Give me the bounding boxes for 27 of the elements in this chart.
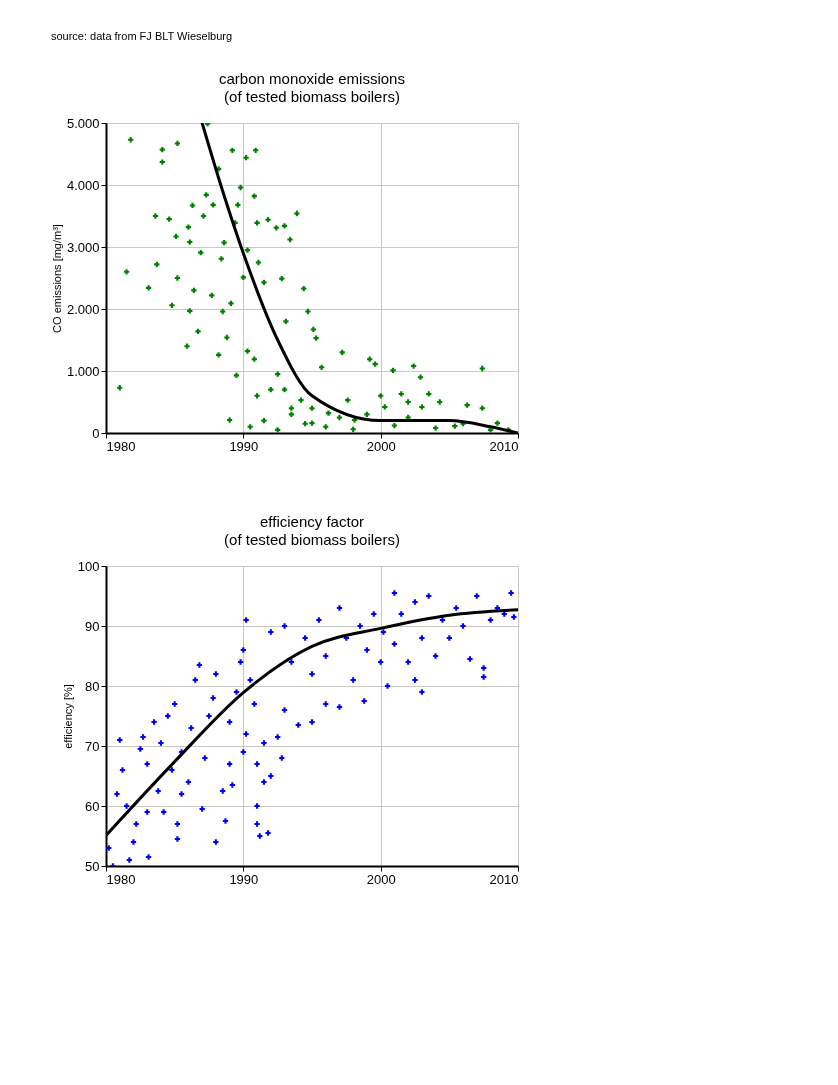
x-tick-label: 2000 — [366, 871, 396, 887]
chart-subtitle: (of tested biomass boilers) — [224, 88, 400, 105]
y-tick-label: 1.000 — [66, 363, 100, 379]
x-tick-label: 1980 — [106, 871, 136, 887]
x-tick-label: 1990 — [229, 438, 259, 454]
x-tick-label: 2010 — [489, 438, 519, 454]
y-tick-label: 90 — [85, 618, 100, 634]
y-tick-label: 100 — [77, 558, 100, 574]
chart-title: efficiency factor — [260, 513, 364, 530]
y-tick-label: 50 — [85, 858, 100, 874]
source-note: source: data from FJ BLT Wieselburg — [50, 29, 233, 42]
y-tick-label: 70 — [85, 738, 100, 754]
y-axis-title: CO emissions [mg/m³] — [50, 224, 63, 333]
y-tick-label: 2.000 — [66, 301, 100, 317]
y-tick-label: 60 — [85, 798, 100, 814]
y-tick-label: 5.000 — [66, 115, 100, 131]
y-tick-label: 4.000 — [66, 177, 100, 193]
y-tick-label: 80 — [85, 678, 100, 694]
x-tick-label: 1990 — [229, 871, 259, 887]
y-tick-label: 0 — [92, 425, 100, 441]
x-tick-label: 1980 — [106, 438, 136, 454]
x-tick-label: 2000 — [366, 438, 396, 454]
y-axis-title: efficiency [%] — [61, 684, 74, 749]
x-tick-label: 2010 — [489, 871, 519, 887]
chart-subtitle: (of tested biomass boilers) — [224, 531, 400, 548]
y-tick-label: 3.000 — [66, 239, 100, 255]
chart-title: carbon monoxide emissions — [219, 70, 405, 87]
